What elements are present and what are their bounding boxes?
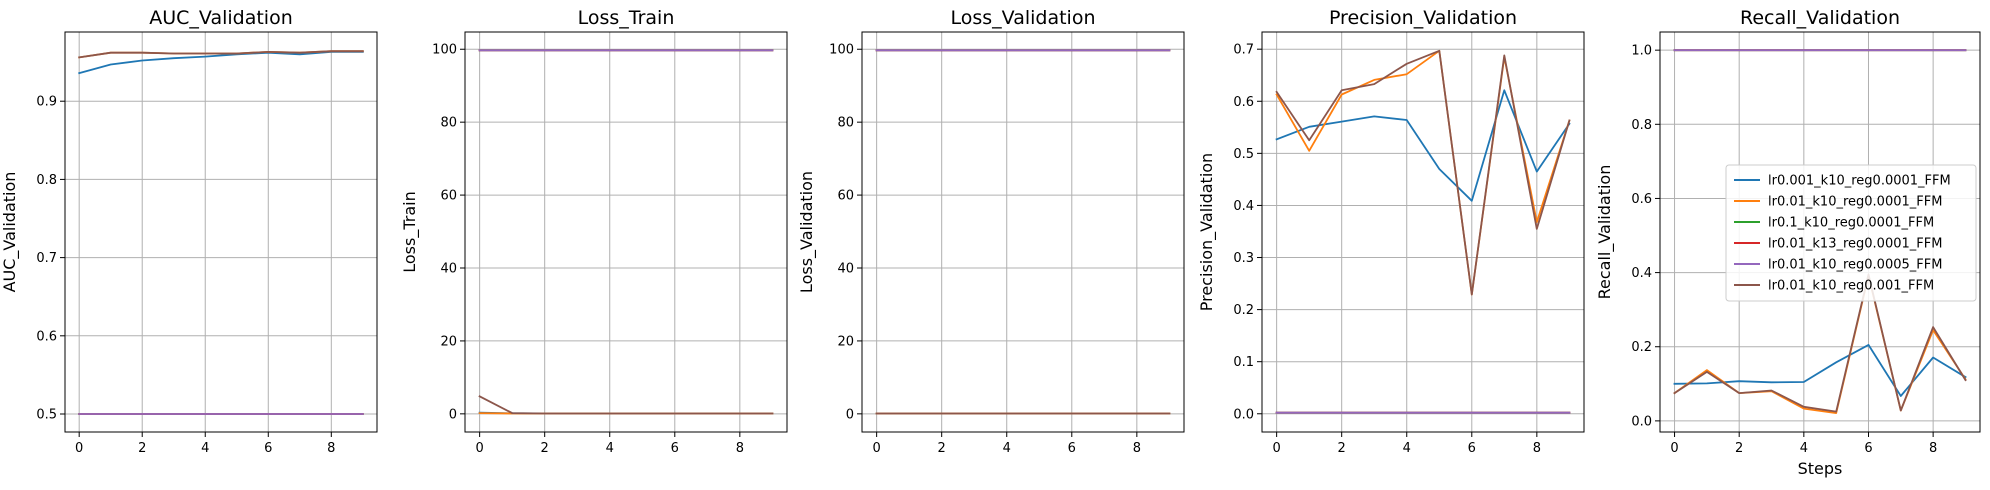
x-tick-label: 6 bbox=[264, 441, 272, 456]
panel-recall-validation: 0 2 4 6 8 0.0 0.2 0.4 0.6 0.8 1.0 Recall_Validation… bbox=[1595, 7, 1981, 478]
legend: lr0.001_k10_reg0.0001_FFM lr0.01_k10_reg0… bbox=[1725, 164, 1977, 302]
series-line-lr0-01-k10-reg0-001-ffm bbox=[1275, 49, 1571, 296]
x-tick-label: 4 bbox=[1003, 441, 1011, 456]
legend-label: lr0.1_k10_reg0.0001_FFM bbox=[1768, 216, 1934, 231]
y-tick-label: 60 bbox=[837, 189, 854, 204]
y-tick-label: 0.0 bbox=[1631, 414, 1652, 429]
x-tick-label: 6 bbox=[1068, 441, 1076, 456]
y-tick-label: 0.8 bbox=[36, 173, 57, 188]
chart-title: Recall_Validation bbox=[1740, 7, 1900, 29]
legend-label: lr0.001_k10_reg0.0001_FFM bbox=[1768, 174, 1951, 189]
x-tick-label: 2 bbox=[1338, 441, 1346, 456]
y-tick-label: 20 bbox=[837, 334, 854, 349]
x-tick-label: 8 bbox=[1533, 441, 1541, 456]
chart-title: Precision_Validation bbox=[1329, 7, 1517, 29]
y-tick-label: 0.5 bbox=[1233, 147, 1254, 162]
y-axis-label: AUC_Validation bbox=[0, 172, 20, 293]
y-tick-label: 40 bbox=[440, 262, 457, 277]
y-tick-label: 0.1 bbox=[1233, 355, 1254, 370]
x-tick-label: 8 bbox=[327, 441, 335, 456]
x-tick-label: 6 bbox=[1864, 441, 1872, 456]
series-line-lr0-001-k10-reg0-0001-ffm bbox=[1673, 343, 1967, 397]
y-axis-label: Precision_Validation bbox=[1197, 153, 1217, 311]
y-axis-label: Loss_Validation bbox=[797, 171, 817, 293]
y-tick-label: 100 bbox=[829, 43, 854, 58]
series-line-lr0-01-k10-reg0-001-ffm bbox=[78, 50, 364, 59]
y-tick-label: 0.2 bbox=[1631, 340, 1652, 355]
x-tick-label: 0 bbox=[872, 441, 880, 456]
axes-frame bbox=[64, 31, 378, 433]
y-tick-label: 0.6 bbox=[1233, 95, 1254, 110]
legend-label: lr0.01_k10_reg0.0001_FFM bbox=[1768, 195, 1942, 210]
legend-label: lr0.01_k10_reg0.0005_FFM bbox=[1768, 258, 1942, 273]
axes-frame bbox=[1261, 31, 1585, 433]
panel-loss-validation: 0 2 4 6 8020406080100Loss_ValidationLoss_Val… bbox=[797, 7, 1185, 456]
x-tick-label: 8 bbox=[1929, 441, 1937, 456]
panel-precision-validation: 0 2 4 6 8 0.0 0.1 0.2 0.3 0.4 0.5 0.6 0.7 Precision_V… bbox=[1197, 7, 1585, 456]
x-tick-label: 4 bbox=[201, 441, 209, 456]
y-tick-label: 80 bbox=[837, 116, 854, 131]
x-tick-label: 0 bbox=[475, 441, 483, 456]
x-tick-label: 4 bbox=[606, 441, 614, 456]
panel-auc-validation: 0 2 4 6 8 0.5 0.6 0.7 0.8 0.9 AUC_Validation AUC_Va… bbox=[0, 7, 378, 456]
series-line-lr0-01-k10-reg0-001-ffm bbox=[1673, 273, 1967, 413]
x-tick-label: 6 bbox=[1468, 441, 1476, 456]
y-tick-label: 0.2 bbox=[1233, 303, 1254, 318]
legend-box bbox=[1725, 164, 1977, 302]
x-tick-label: 8 bbox=[1133, 441, 1141, 456]
y-tick-label: 0.4 bbox=[1233, 199, 1254, 214]
x-tick-label: 4 bbox=[1800, 441, 1808, 456]
chart-title: AUC_Validation bbox=[149, 7, 293, 29]
legend-label: lr0.01_k13_reg0.0001_FFM bbox=[1768, 237, 1942, 252]
y-tick-label: 0.9 bbox=[36, 95, 57, 110]
y-tick-label: 20 bbox=[440, 334, 457, 349]
series-line-lr0-01-k10-reg0-001-ffm bbox=[478, 395, 774, 415]
x-tick-label: 6 bbox=[671, 441, 679, 456]
y-tick-label: 0.7 bbox=[1233, 43, 1254, 58]
axes-frame bbox=[1659, 31, 1981, 433]
x-tick-label: 2 bbox=[541, 441, 549, 456]
y-tick-label: 80 bbox=[440, 116, 457, 131]
y-tick-label: 0.6 bbox=[36, 329, 57, 344]
y-tick-label: 0 bbox=[449, 407, 457, 422]
y-tick-label: 0.7 bbox=[36, 251, 57, 266]
x-axis-label: Steps bbox=[1798, 459, 1843, 478]
y-tick-label: 100 bbox=[432, 43, 457, 58]
axes-frame bbox=[464, 31, 788, 433]
y-tick-label: 0 bbox=[846, 407, 854, 422]
x-tick-label: 0 bbox=[1670, 441, 1678, 456]
x-tick-label: 2 bbox=[938, 441, 946, 456]
x-tick-label: 8 bbox=[736, 441, 744, 456]
y-tick-label: 0.6 bbox=[1631, 192, 1652, 207]
x-tick-label: 0 bbox=[1272, 441, 1280, 456]
x-tick-label: 4 bbox=[1403, 441, 1411, 456]
y-axis-label: Loss_Train bbox=[400, 191, 420, 272]
y-tick-label: 40 bbox=[837, 262, 854, 277]
y-tick-label: 0.5 bbox=[36, 408, 57, 423]
chart-title: Loss_Validation bbox=[951, 7, 1096, 29]
axes-frame bbox=[861, 31, 1185, 433]
legend-label: lr0.01_k10_reg0.001_FFM bbox=[1768, 279, 1934, 294]
x-tick-label: 2 bbox=[138, 441, 146, 456]
x-tick-label: 2 bbox=[1735, 441, 1743, 456]
y-tick-label: 1.0 bbox=[1631, 44, 1652, 59]
y-axis-label: Recall_Validation bbox=[1595, 165, 1615, 300]
y-tick-label: 0.3 bbox=[1233, 251, 1254, 266]
y-tick-label: 0.0 bbox=[1233, 407, 1254, 422]
x-tick-label: 0 bbox=[75, 441, 83, 456]
y-tick-label: 60 bbox=[440, 189, 457, 204]
y-tick-label: 0.4 bbox=[1631, 266, 1652, 281]
y-tick-label: 0.8 bbox=[1631, 118, 1652, 133]
chart-title: Loss_Train bbox=[578, 7, 675, 29]
series-line-lr0-001-k10-reg0-0001-ffm bbox=[1275, 89, 1571, 202]
series-line-lr0-001-k10-reg0-0001-ffm bbox=[78, 51, 364, 75]
